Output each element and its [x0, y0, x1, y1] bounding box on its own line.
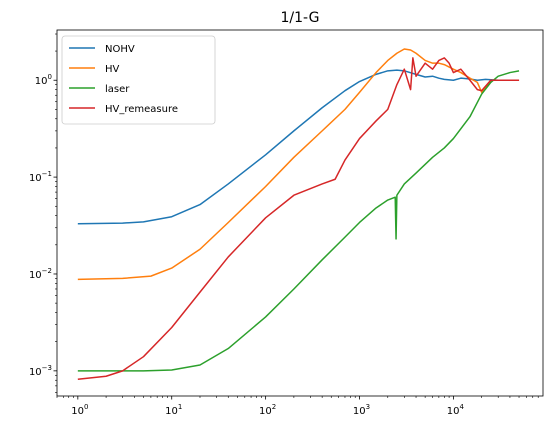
legend-label: NOHV: [105, 44, 135, 55]
legend: NOHV HV laser HV_remeasure: [61, 35, 216, 125]
x-tick-label-base: 10: [259, 406, 272, 417]
x-tick-label-exponent: 3: [366, 403, 370, 411]
series-line-hv: [77, 48, 520, 281]
y-tick-label: 10−1: [29, 170, 52, 184]
series-line-laser: [77, 70, 520, 372]
x-tick-label-exponent: 0: [84, 403, 88, 411]
x-tick-label-base: 10: [353, 406, 366, 417]
series-line-nohv: [77, 69, 520, 225]
y-tick-label: 10−2: [29, 267, 52, 281]
y-tick-label: 100: [35, 73, 52, 87]
legend-label: HV_remeasure: [105, 104, 178, 115]
chart-title: 1/1-G: [281, 10, 320, 26]
legend-label: HV: [105, 64, 120, 75]
x-tick-label: 104: [447, 403, 465, 417]
x-tick-label-exponent: 4: [460, 403, 465, 411]
x-tick-label-exponent: 2: [272, 403, 276, 411]
y-tick-label-base: 10: [29, 173, 42, 184]
y-tick-label-base: 10: [29, 270, 42, 281]
series-line-hv-remeasure: [77, 57, 520, 380]
x-tick-label: 101: [165, 403, 182, 417]
x-tick-label-base: 10: [71, 406, 84, 417]
y-tick-label-exponent: −1: [42, 170, 52, 178]
legend-box: [61, 35, 216, 125]
legend-label: laser: [105, 84, 130, 95]
y-tick-label-base: 10: [35, 76, 48, 87]
x-tick-label: 100: [71, 403, 88, 417]
y-tick-label-exponent: 0: [48, 73, 52, 81]
plot-area: [77, 48, 520, 380]
y-tick-label-exponent: −3: [42, 364, 52, 372]
x-tick-label-exponent: 1: [178, 403, 182, 411]
x-tick-label-base: 10: [447, 406, 460, 417]
y-tick-label-base: 10: [29, 367, 42, 378]
x-tick-label-base: 10: [165, 406, 178, 417]
plot-frame: [56, 29, 544, 397]
x-tick-label: 102: [259, 403, 276, 417]
y-tick-label-exponent: −2: [42, 267, 52, 275]
y-tick-label: 10−3: [29, 364, 52, 378]
x-axis: 100 101 102 103 104: [56, 396, 539, 417]
x-tick-label: 103: [353, 403, 370, 417]
